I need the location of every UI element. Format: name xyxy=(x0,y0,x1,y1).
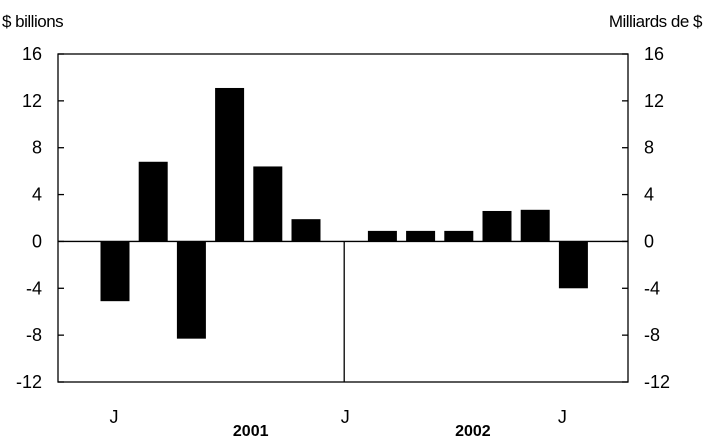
right-tick-label: -8 xyxy=(644,325,660,345)
left-tick-label: 12 xyxy=(22,91,42,111)
plot-frame xyxy=(57,53,629,383)
axes-group xyxy=(57,53,629,383)
bar-oct-2001 xyxy=(215,87,245,242)
left-tick-label: -12 xyxy=(16,372,42,392)
left-axis-unit-label: $ billions xyxy=(2,12,64,31)
bar-jul-2002 xyxy=(558,241,588,289)
right-tick-label: 16 xyxy=(644,44,664,64)
bar-may-2002 xyxy=(482,210,512,242)
bar-nov-2001 xyxy=(253,166,283,242)
bar-jun-2002 xyxy=(520,209,550,242)
year-label: 2001 xyxy=(233,423,269,438)
left-tick-label: 8 xyxy=(32,138,42,158)
bar-jul-2001 xyxy=(100,241,130,302)
bar-dec-2001 xyxy=(291,219,321,242)
right-tick-label: 8 xyxy=(644,138,654,158)
month-label: J xyxy=(558,407,567,427)
year-label: 2002 xyxy=(455,423,491,438)
left-tick-label: -4 xyxy=(26,278,42,298)
month-label: J xyxy=(341,407,350,427)
tick-labels-group: 16 16 12 12 8 8 4 4 0 0 -4 -4 -8 -8 -12 -12 J J J 2001 2002 xyxy=(16,44,670,438)
right-tick-label: -12 xyxy=(644,372,670,392)
left-tick-label: -8 xyxy=(26,325,42,345)
bar-mar-2002 xyxy=(406,230,436,242)
bar-aug-2001 xyxy=(138,161,168,242)
right-tick-label: 0 xyxy=(644,231,654,251)
right-tick-label: 4 xyxy=(644,185,654,205)
bar-feb-2002 xyxy=(367,230,397,242)
left-tick-label: 4 xyxy=(32,185,42,205)
right-tick-label: -4 xyxy=(644,278,660,298)
bar-sep-2001 xyxy=(176,241,206,339)
bar-apr-2002 xyxy=(444,230,474,242)
month-label: J xyxy=(110,407,119,427)
left-tick-label: 0 xyxy=(32,231,42,251)
left-tick-label: 16 xyxy=(22,44,42,64)
bar-group xyxy=(100,87,588,339)
right-axis-unit-label: Milliards de $ xyxy=(608,12,703,31)
right-tick-label: 12 xyxy=(644,91,664,111)
